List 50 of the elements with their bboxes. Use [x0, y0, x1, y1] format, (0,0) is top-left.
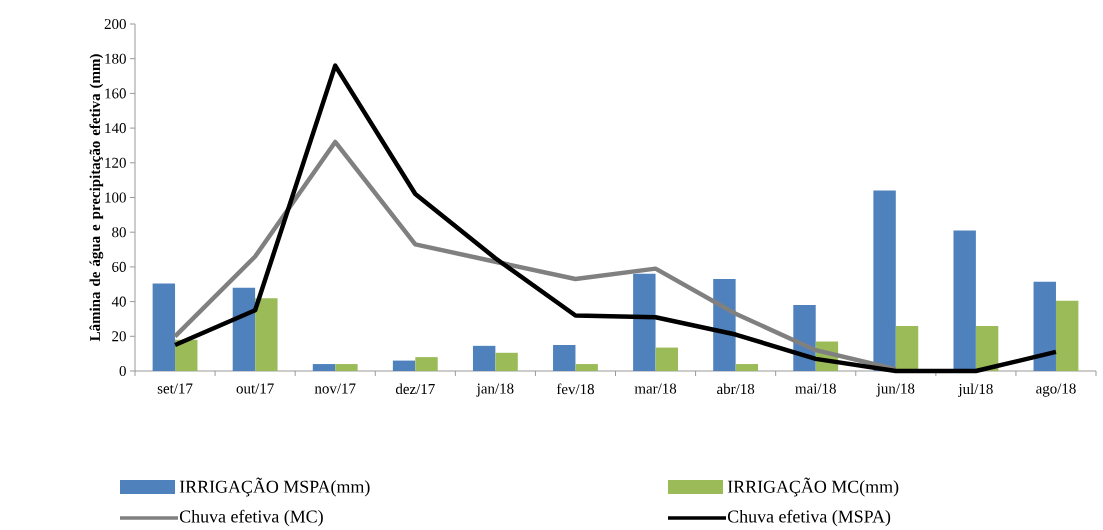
legend-label: Chuva efetiva (MC) — [179, 509, 323, 527]
bar — [415, 357, 438, 371]
y-tick-label: 60 — [112, 261, 126, 272]
legend-label: IRRIGAÇÃO MC(mm) — [727, 477, 899, 497]
x-tick-label: set/17 — [157, 383, 193, 394]
bar — [495, 352, 518, 371]
x-tick-label: mai/18 — [795, 383, 836, 394]
bar — [255, 298, 278, 371]
y-axis-title: Lâmina de água e precipitação efetiva (mm) — [89, 54, 104, 342]
y-tick-label: 160 — [105, 88, 126, 99]
y-tick-label: 20 — [112, 331, 126, 342]
bar — [735, 364, 759, 371]
y-tick-label: 200 — [104, 18, 126, 30]
y-tick-label: 140 — [105, 123, 126, 134]
legend-label: IRRIGAÇÃO MSPA(mm) — [179, 477, 370, 497]
y-tick-label: 120 — [105, 157, 126, 168]
bar — [655, 347, 678, 371]
bar — [895, 325, 919, 371]
x-tick-label: nov/17 — [314, 383, 356, 394]
x-tick-label: dez/17 — [395, 383, 435, 395]
bar — [575, 364, 598, 371]
bar — [1055, 300, 1079, 371]
bar — [312, 364, 336, 371]
x-tick-label: mar/18 — [634, 383, 677, 394]
x-tick-label: out/17 — [236, 383, 274, 394]
bar — [953, 230, 976, 371]
x-tick-label: jul/18 — [958, 383, 993, 398]
bar — [335, 364, 358, 371]
bar — [1033, 281, 1056, 371]
bar — [472, 345, 496, 371]
bar — [232, 287, 256, 371]
y-tick-label: 100 — [105, 192, 126, 203]
y-tick-label: 40 — [111, 296, 126, 307]
x-tick-label: jun/18 — [876, 383, 915, 397]
y-tick-label: 180 — [105, 53, 126, 64]
bar — [152, 283, 176, 371]
line-series — [172, 139, 899, 372]
x-tick-label: fev/18 — [556, 383, 594, 395]
bar — [553, 344, 576, 371]
bar — [392, 360, 416, 371]
y-tick-label: 0 — [119, 365, 126, 377]
bar — [873, 190, 896, 371]
x-tick-label: ago/18 — [1036, 383, 1076, 397]
x-tick-label: jan/18 — [476, 383, 514, 397]
x-tick-label: abr/18 — [717, 383, 755, 395]
legend-label: Chuva efetiva (MSPA) — [727, 509, 891, 527]
bar — [633, 273, 656, 371]
y-tick-label: 80 — [112, 227, 126, 238]
bar — [175, 339, 198, 371]
line-series — [172, 63, 1059, 374]
